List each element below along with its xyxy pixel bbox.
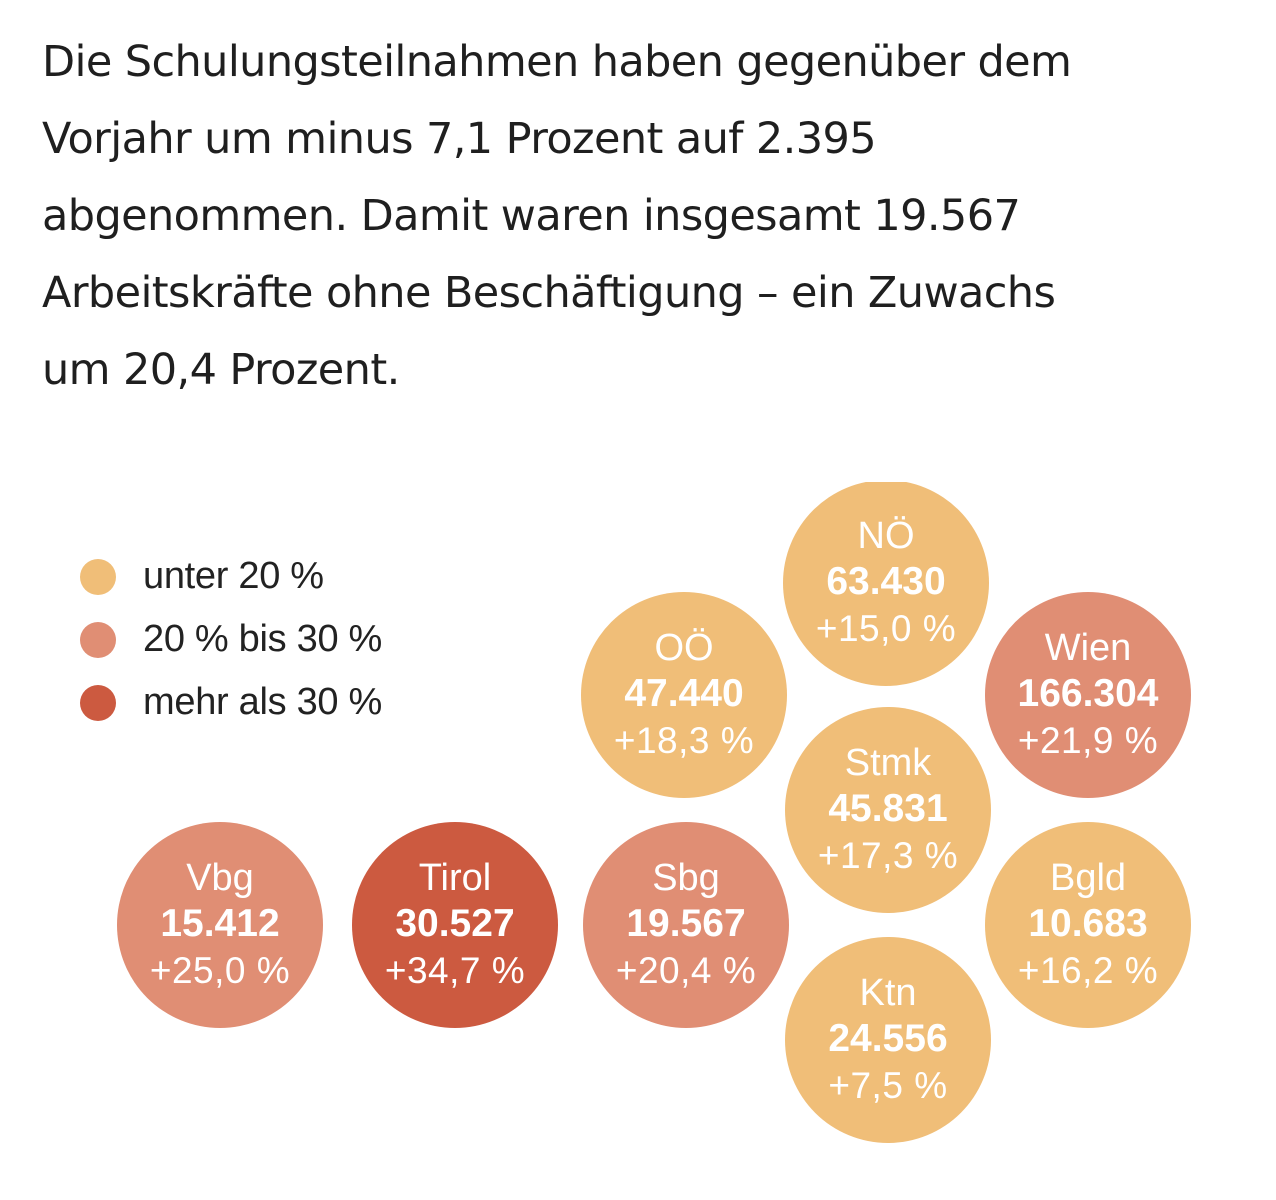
region-bubble-vbg: Vbg 15.412 +25,0 % [117, 822, 323, 1028]
bubble-chart: NÖ 63.430 +15,0 % OÖ 47.440 +18,3 % Wien 166.30… [0, 482, 1276, 1200]
region-value: 15.412 [160, 902, 280, 945]
region-bubble-tirol: Tirol 30.527 +34,7 % [352, 822, 558, 1028]
region-bubble-bgld: Bgld 10.683 +16,2 % [985, 822, 1191, 1028]
region-name: Tirol [418, 857, 492, 899]
region-name: Vbg [186, 857, 254, 899]
region-change: +25,0 % [149, 950, 291, 991]
region-name: NÖ [857, 515, 915, 557]
region-name: Ktn [859, 972, 917, 1014]
legend-swatch-icon [80, 621, 116, 658]
region-change: +17,3 % [817, 835, 959, 876]
legend-label: 20 % bis 30 % [143, 618, 383, 660]
legend-label: mehr als 30 % [143, 681, 382, 723]
region-bubble-stmk: Stmk 45.831 +17,3 % [785, 707, 991, 913]
legend-item-under-20: unter 20 % [80, 545, 382, 608]
region-change: +20,4 % [615, 950, 757, 991]
paragraph-line: Vorjahr um minus 7,1 Prozent auf 2.395 [42, 114, 877, 164]
region-change: +7,5 % [828, 1065, 948, 1106]
region-name: Stmk [844, 742, 932, 784]
region-change: +16,2 % [1017, 950, 1159, 991]
region-bubble-sbg: Sbg 19.567 +20,4 % [583, 822, 789, 1028]
legend-item-20-to-30: 20 % bis 30 % [80, 608, 382, 671]
region-value: 30.527 [395, 902, 515, 945]
region-value: 24.556 [828, 1017, 948, 1060]
region-bubble-wien: Wien 166.304 +21,9 % [985, 592, 1191, 798]
region-value: 45.831 [828, 787, 948, 830]
article-paragraph: Die Schulungsteilnahmen haben gegenüber … [42, 24, 1242, 409]
region-name: Wien [1044, 627, 1132, 669]
paragraph-line: um 20,4 Prozent. [42, 345, 400, 395]
region-value: 19.567 [626, 902, 746, 945]
region-bubble-ktn: Ktn 24.556 +7,5 % [785, 937, 991, 1143]
legend-swatch-icon [80, 558, 116, 595]
region-name: Bgld [1049, 857, 1127, 899]
region-value: 63.430 [826, 560, 946, 603]
region-name: OÖ [654, 627, 714, 669]
region-change: +15,0 % [815, 608, 957, 649]
paragraph-line: Arbeitskräfte ohne Beschäftigung – ein Z… [42, 268, 1056, 318]
region-value: 47.440 [624, 672, 744, 715]
legend-label: unter 20 % [143, 555, 324, 597]
region-value: 10.683 [1028, 902, 1148, 945]
region-change: +21,9 % [1017, 720, 1159, 761]
paragraph-line: abgenommen. Damit waren insgesamt 19.567 [42, 191, 1021, 241]
region-bubble-noe: NÖ 63.430 +15,0 % [783, 482, 989, 686]
legend-swatch-icon [80, 684, 116, 721]
legend-item-over-30: mehr als 30 % [80, 671, 382, 734]
paragraph-line: Die Schulungsteilnahmen haben gegenüber … [42, 37, 1072, 87]
region-value: 166.304 [1017, 672, 1159, 715]
region-change: +18,3 % [613, 720, 755, 761]
region-change: +34,7 % [384, 950, 526, 991]
chart-legend: unter 20 % 20 % bis 30 % mehr als 30 % [80, 545, 382, 734]
region-bubble-ooe: OÖ 47.440 +18,3 % [581, 592, 787, 798]
region-name: Sbg [652, 857, 720, 899]
